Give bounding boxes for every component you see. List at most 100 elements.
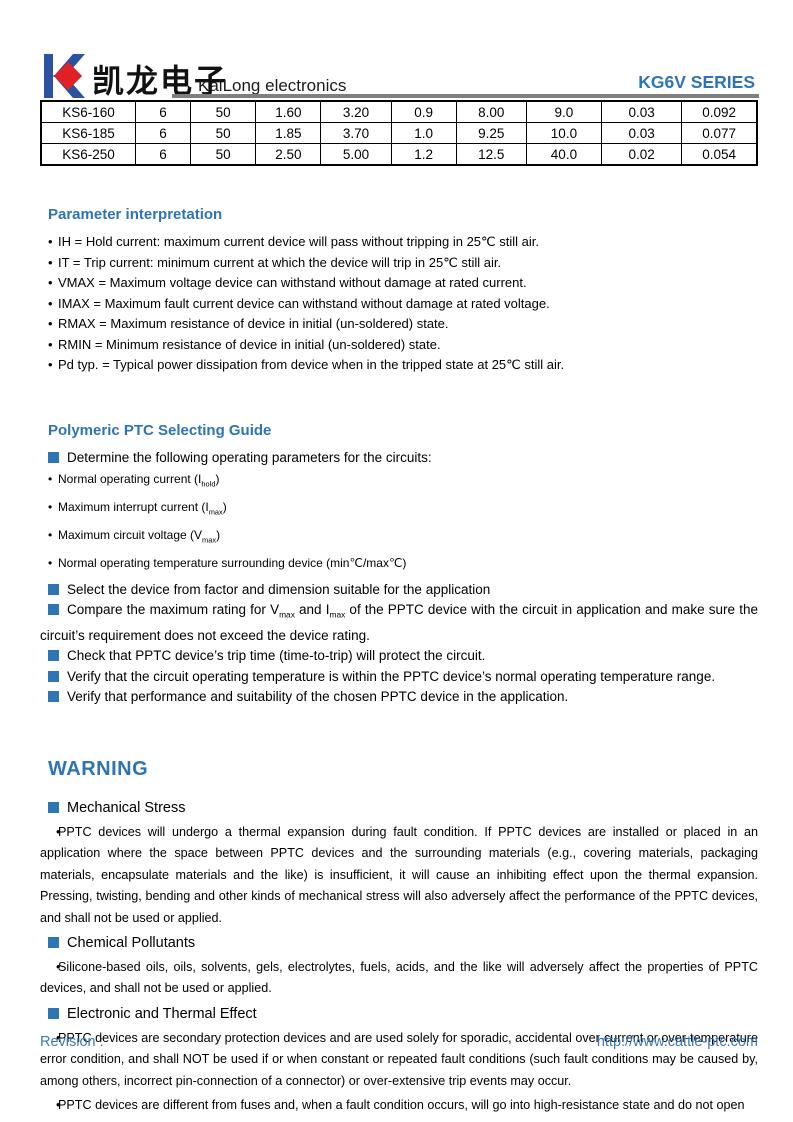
warning-paragraph: •PPTC devices are different from fuses a… [40,1095,758,1116]
square-bullet-icon [48,451,59,463]
guide-item-select: Select the device from factor and dimens… [40,580,758,601]
logo-chinese-text: 凯龙电子 [92,62,229,100]
guide-item-check: Check that PPTC device’s trip time (time… [40,646,758,667]
table-cell: 0.02 [601,143,683,166]
table-cell: 0.03 [601,100,683,123]
subscript-text: max [279,609,295,620]
parameter-list: • IH = Hold current: maximum current devi… [40,232,758,376]
parameter-text: VMAX = Maximum voltage device can withst… [58,275,527,290]
parameter-text: IH = Hold current: maximum current devic… [58,234,539,249]
parameter-text: RMIN = Minimum resistance of device in i… [58,336,441,352]
table-cell: 1.2 [390,143,457,166]
revision-label: Revision : [40,1034,104,1050]
warning-subheading-text: Mechanical Stress [67,799,186,816]
parameter-item: • IT = Trip current: minimum current at w… [40,253,758,274]
guide-item-verify-performance: Verify that performance and suitability … [40,687,758,708]
subscript-text: hold [201,479,216,489]
table-cell: 6 [134,122,192,144]
warning-paragraph-text: PPTC devices are secondary protection de… [40,1030,758,1088]
section-parameter-interpretation: Parameter interpretation • IH = Hold curr… [40,206,758,376]
table-cell: 1.60 [255,100,322,123]
series-title: KG6V SERIES [638,72,755,92]
bullet-icon: • [48,316,53,331]
table-cell: 3.20 [320,100,392,123]
subscript-text: max [202,535,217,545]
table-cell: 50 [190,122,257,144]
guide-text: Select the device from factor and dimens… [67,581,491,597]
warning-paragraph-text: PPTC devices will undergo a thermal expa… [40,824,758,925]
warning-paragraph: •PPTC devices will undergo a thermal exp… [40,822,758,929]
bullet-icon: • [48,254,53,270]
warning-subheading-chemical-pollutants: Chemical Pollutants [40,932,758,954]
bullet-icon: • [48,499,53,514]
section-warning: WARNING Mechanical Stress •PPTC devices … [40,758,758,1116]
guide-parameter-text: Maximum circuit voltage (V [58,527,203,542]
guide-parameter-text: ) [216,527,221,542]
guide-text: Compare the maximum rating for V [67,602,280,618]
bullet-icon: • [56,1097,61,1112]
table-cell: 9.25 [455,122,527,144]
guide-parameter-text: Normal operating current (I [58,472,202,487]
square-bullet-icon [48,604,59,616]
table-row: KS6-185 6 50 1.85 3.70 1.0 9.25 10.0 0.0… [40,122,758,144]
table-cell-part: KS6-250 [40,143,136,166]
website-link[interactable]: http://www.cattle-ptc.com [596,1034,758,1050]
guide-parameter: • Maximum circuit voltage (Vmax) [40,524,758,552]
bullet-icon: • [48,275,53,290]
table-cell-part: KS6-160 [40,100,136,123]
table-cell: 1.0 [390,122,457,144]
guide-parameter: • Normal operating temperature surroundin… [40,552,758,580]
table-cell: 0.03 [601,122,683,144]
guide-item-compare: Compare the maximum rating for Vmax and … [40,600,758,646]
bullet-icon: • [56,1030,61,1045]
guide-text: Verify that the circuit operating temper… [67,668,716,684]
guide-text: of the PPTC device with the circuit in a… [345,602,740,618]
bullet-icon: • [48,357,53,372]
square-bullet-icon [48,650,59,662]
bullet-icon: • [56,959,61,974]
bullet-icon: • [48,472,53,487]
parameter-item: • VMAX = Maximum voltage device can withs… [40,273,758,294]
section-title-selecting-guide: Polymeric PTC Selecting Guide [48,421,272,439]
guide-item-verify-temperature: Verify that the circuit operating temper… [40,667,758,688]
guide-item-determine: Determine the following operating parame… [40,448,758,469]
warning-paragraph-text: PPTC devices are different from fuses an… [58,1097,745,1112]
warning-subheading-text: Electronic and Thermal Effect [67,1005,257,1022]
page-content: Parameter interpretation • IH = Hold curr… [40,206,758,1116]
table-cell: 8.00 [455,100,527,123]
guide-parameter: • Normal operating current (Ihold) [40,468,758,496]
table-cell: 5.00 [320,143,392,166]
header-divider [172,94,759,98]
parameter-item: • IMAX = Maximum fault current device can… [40,294,758,315]
header: 凯龙电子 KaiLong electronics KG6V SERIES [0,0,793,100]
square-bullet-icon [48,670,59,682]
table-row: KS6-160 6 50 1.60 3.20 0.9 8.00 9.0 0.03… [40,100,758,123]
subscript-text: max [329,609,346,620]
square-bullet-icon [48,691,59,703]
bullet-icon: • [48,555,53,570]
bullet-icon: • [48,295,53,311]
warning-paragraph: •PPTC devices are secondary protection d… [40,1028,758,1092]
subscript-text: max [208,507,223,517]
parameter-item: • IH = Hold current: maximum current devi… [40,232,758,253]
table-cell-part: KS6-185 [40,122,136,144]
kailong-logo-icon [44,54,86,98]
table-cell: 3.70 [320,122,392,144]
table-cell: 0.9 [390,100,457,123]
parameter-text: IT = Trip current: minimum current at wh… [58,254,502,270]
bullet-icon: • [48,527,53,542]
guide-parameter: • Maximum interrupt current (Imax) [40,496,758,524]
guide-parameter-text: ) [215,472,220,487]
company-name: KaiLong electronics [198,76,347,95]
warning-paragraph-text: Silicone-based oils, oils, solvents, gel… [40,959,758,996]
footer: Revision : http://www.cattle-ptc.com [40,1034,758,1050]
parameter-text: IMAX = Maximum fault current device can … [58,295,550,311]
square-bullet-icon [48,1007,59,1019]
table-cell: 2.50 [255,143,322,166]
guide-text: Verify that performance and suitability … [67,689,569,705]
table-cell: 6 [134,143,192,166]
guide-parameter-text: Maximum interrupt current (I [58,499,209,514]
guide-text: and I [294,602,330,618]
table-cell: 50 [190,100,257,123]
